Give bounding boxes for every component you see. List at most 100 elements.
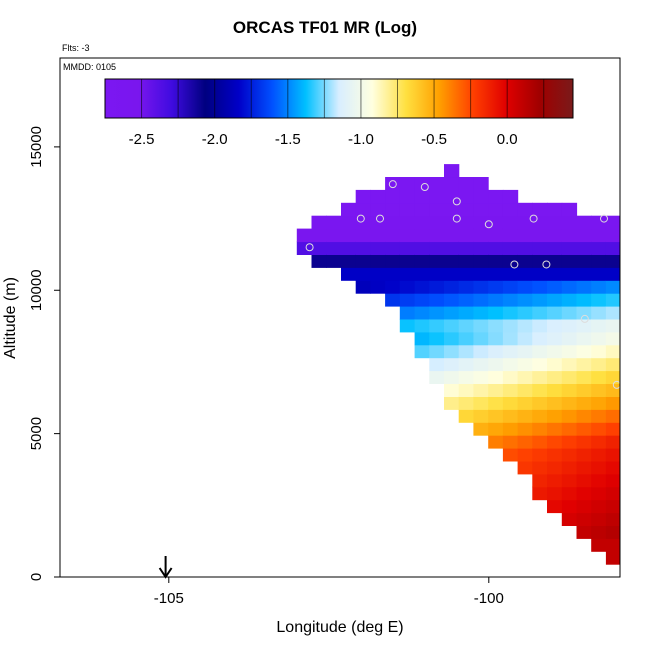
heatmap-cell <box>311 254 327 268</box>
heatmap-cell <box>621 525 636 539</box>
heatmap-cell <box>458 280 474 294</box>
heatmap-cell <box>429 189 445 204</box>
sample-point <box>600 214 608 223</box>
heatmap-cell <box>621 500 636 513</box>
heatmap-cell <box>591 267 607 281</box>
heatmap-cell <box>605 435 620 449</box>
heatmap-cell <box>561 280 578 294</box>
heatmap-cell <box>576 228 592 243</box>
heatmap-cell <box>488 422 504 436</box>
heatmap-cell <box>576 306 592 320</box>
sample-point <box>642 413 649 420</box>
heatmap-cell <box>605 280 620 294</box>
heatmap-cell <box>621 487 636 501</box>
heatmap-cell <box>458 396 474 410</box>
heatmap-cell <box>488 228 504 243</box>
heatmap-cell <box>591 306 607 320</box>
heatmap-cell <box>635 551 650 565</box>
heatmap-cell <box>502 383 519 397</box>
heatmap-cell <box>591 538 607 552</box>
heatmap-cell <box>488 254 504 268</box>
heatmap-cell <box>458 293 474 307</box>
heatmap-cell <box>561 448 578 462</box>
heatmap-cell <box>547 370 563 384</box>
colorbar-tick-label: -0.5 <box>421 131 447 148</box>
heatmap-cell <box>547 306 563 320</box>
heatmap-cell <box>414 189 430 204</box>
heatmap-cell <box>532 473 548 488</box>
heatmap-cell <box>561 486 578 501</box>
heatmap-cell <box>532 344 548 359</box>
heatmap-cell <box>414 241 430 255</box>
sample-point <box>642 353 649 360</box>
heatmap-cell <box>517 267 533 281</box>
heatmap-cell <box>561 215 578 230</box>
heatmap-cell <box>429 280 445 294</box>
heatmap-cell <box>473 422 489 436</box>
heatmap-cell <box>532 396 548 410</box>
heatmap-cell <box>532 435 548 449</box>
heatmap-cell <box>576 473 592 488</box>
heatmap-cell <box>547 267 563 281</box>
heatmap-cell <box>561 383 578 397</box>
heatmap-cell <box>547 202 563 217</box>
heatmap-cell <box>576 370 592 384</box>
heatmap-cell <box>341 215 357 230</box>
heatmap-cell <box>458 344 474 359</box>
heatmap-cell <box>517 228 533 243</box>
heatmap-cell <box>399 267 416 281</box>
heatmap-cell <box>591 357 607 372</box>
heatmap-cell <box>444 228 460 243</box>
heatmap-cell <box>576 280 592 294</box>
heatmap-cell <box>399 177 416 191</box>
heatmap-cell <box>399 202 416 217</box>
heatmap-cell <box>341 267 357 281</box>
heatmap-cell <box>635 332 650 346</box>
heatmap-cell <box>576 486 592 501</box>
heatmap-cell <box>414 177 430 191</box>
heatmap-cell <box>635 384 650 398</box>
heatmap-cell <box>547 241 563 255</box>
heatmap-cell <box>591 499 607 514</box>
heatmap-cell <box>399 293 416 307</box>
heatmap-cell <box>621 319 636 333</box>
heatmap-cell <box>605 525 620 539</box>
sample-point <box>612 380 620 389</box>
sample-point <box>645 295 650 302</box>
heatmap-cell <box>576 293 592 307</box>
heatmap-cell <box>502 293 519 307</box>
heatmap-cell <box>621 551 636 565</box>
heatmap-cell <box>605 409 620 423</box>
heatmap-cell <box>370 254 386 268</box>
heatmap-cell <box>576 215 592 230</box>
heatmap-cell <box>370 228 386 243</box>
heatmap-cell <box>547 435 563 449</box>
heatmap-cell <box>635 435 650 449</box>
heatmap-cell <box>517 383 533 397</box>
heatmap-cell <box>561 512 578 526</box>
heatmap-cell <box>517 448 533 462</box>
heatmap-cell <box>576 525 592 539</box>
colorbar-tick-label: -2.5 <box>129 131 155 148</box>
heatmap-cell <box>561 254 578 268</box>
axes: -105 -100 0 5000 10000 15000 <box>28 126 504 607</box>
heatmap-cell <box>502 267 519 281</box>
heatmap-cell <box>429 202 445 217</box>
heatmap-cell <box>473 189 489 204</box>
heatmap-cell <box>561 357 578 372</box>
heatmap-cell <box>605 499 620 514</box>
heatmap-cell <box>635 358 650 372</box>
heatmap-cell <box>605 228 620 243</box>
heatmap-cell <box>621 229 636 243</box>
heatmap-cell <box>399 318 416 333</box>
flights-annotation: Flts: -3 <box>62 43 90 53</box>
heatmap-cell <box>355 215 371 230</box>
heatmap-cell <box>635 371 650 385</box>
heatmap-cell <box>547 409 563 423</box>
heatmap-cell <box>385 241 401 255</box>
heatmap-cell <box>605 448 620 462</box>
heatmap-cell <box>458 409 474 423</box>
heatmap-cell <box>621 422 636 436</box>
sample-point <box>639 238 646 245</box>
heatmap-cell <box>605 460 620 475</box>
